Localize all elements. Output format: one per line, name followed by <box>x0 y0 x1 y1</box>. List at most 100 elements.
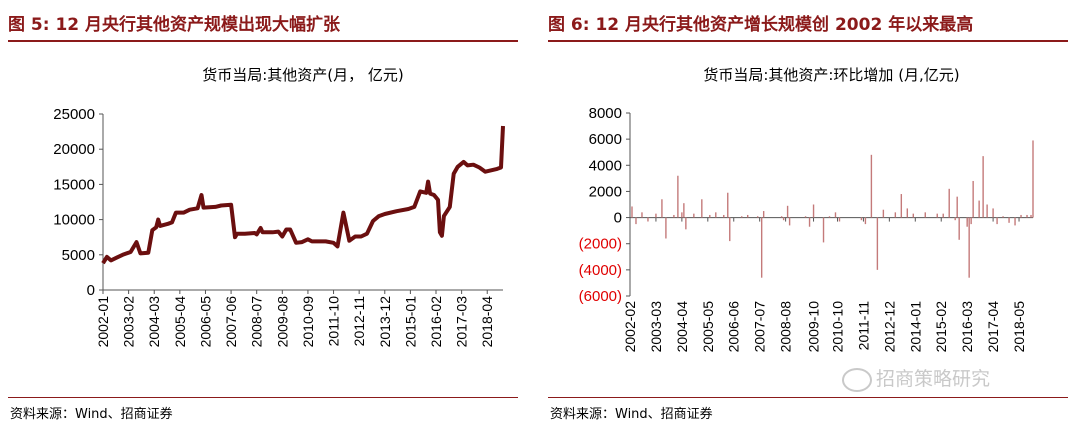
left-x-tick-label: 2013-12 <box>377 296 393 348</box>
right-figure-title: 图 6: 12 月央行其他资产增长规模创 2002 年以来最高 <box>548 15 974 35</box>
right-bar <box>647 217 649 222</box>
right-bar <box>870 154 873 218</box>
right-bar <box>760 217 763 278</box>
right-bar <box>631 206 633 218</box>
left-source: 资料来源：Wind、招商证券 <box>10 407 173 422</box>
right-bar <box>982 156 984 218</box>
left-y-tick-label: 10000 <box>53 212 95 229</box>
right-x-tick-label: 2005-05 <box>700 301 716 353</box>
left-x-tick-label: 2009-08 <box>274 296 290 348</box>
right-x-tick-label: 2002-02 <box>622 301 638 353</box>
right-x-tick-label: 2018-05 <box>1011 301 1027 353</box>
left-y-tick-label: 5000 <box>62 247 95 264</box>
right-x-tick-label: 2009-10 <box>806 301 822 353</box>
right-bar <box>673 214 675 218</box>
right-x-tick-label: 2007-07 <box>752 301 768 353</box>
right-bar <box>970 217 972 225</box>
left-panel: 图 5: 12 月央行其他资产规模出现大幅扩张 货币当局:其他资产(月， 亿元)… <box>0 0 530 426</box>
right-bar <box>1008 217 1010 223</box>
right-bar <box>693 213 695 218</box>
right-y-tick-label: (2000) <box>579 236 622 253</box>
left-x-tick-label: 2010-09 <box>300 296 316 348</box>
left-y-tick-label: 20000 <box>53 141 95 158</box>
left-x-tick-label: 2011-10 <box>326 296 342 347</box>
right-bar-chart: 货币当局:其他资产:环比增加 (月,亿元) (6000) (4000) (2000) 0… <box>579 66 1034 353</box>
right-x-tick-label: 2017-04 <box>985 301 1001 353</box>
right-bar <box>968 217 970 278</box>
right-bar <box>992 208 994 218</box>
right-bar <box>1030 214 1032 218</box>
right-source-rule <box>548 397 1068 398</box>
right-bar <box>756 216 759 218</box>
right-bar <box>906 208 909 218</box>
right-bar <box>635 217 637 225</box>
right-x-tick-label: 2010-10 <box>829 301 845 353</box>
right-bar <box>986 204 988 218</box>
right-bar <box>741 216 743 218</box>
left-x-tick-label: 2015-01 <box>402 296 418 348</box>
left-x-tick-label: 2012-11 <box>351 296 367 347</box>
left-x-tick-label: 2003-02 <box>121 296 137 348</box>
watermark-text: 招商策略研究 <box>876 368 991 390</box>
right-bar <box>715 212 717 218</box>
left-y-tick-label: 15000 <box>53 176 95 193</box>
right-bar <box>1002 216 1004 218</box>
right-y-tick-label: 8000 <box>589 105 622 122</box>
right-y-tick-label: (6000) <box>579 288 622 305</box>
right-bar <box>860 217 863 221</box>
left-source-rule <box>8 397 518 398</box>
left-figure-title: 图 5: 12 月央行其他资产规模出现大幅扩张 <box>8 15 341 35</box>
right-bar <box>786 205 789 218</box>
right-bar <box>661 199 663 218</box>
right-x-tick-label: 2016-03 <box>959 301 975 353</box>
left-y-tick-label: 0 <box>87 282 95 299</box>
right-bar <box>936 213 938 218</box>
left-series-line <box>101 125 505 265</box>
right-x-tick-label: 2003-03 <box>648 301 664 353</box>
right-bar <box>681 212 683 218</box>
right-bar <box>655 213 657 218</box>
right-bar <box>1026 214 1028 218</box>
right-y-tick-label: 2000 <box>589 183 622 200</box>
left-x-tick-label: 2006-05 <box>197 296 213 348</box>
right-x-tick-label: 2008-08 <box>778 301 794 353</box>
right-bar <box>966 217 968 227</box>
left-title-rule <box>8 40 518 42</box>
right-title-rule <box>548 40 1068 42</box>
wechat-icon <box>842 367 872 392</box>
watermark: 招商策略研究 <box>842 364 990 392</box>
right-bar <box>782 217 785 221</box>
right-bar <box>942 213 944 218</box>
right-bar <box>729 217 731 242</box>
left-x-tick-label: 2017-03 <box>454 296 470 348</box>
right-bar <box>1014 217 1016 226</box>
right-bar <box>641 212 643 218</box>
right-bar <box>780 216 783 218</box>
left-x-tick-label: 2016-02 <box>428 296 444 348</box>
right-x-tick-label: 2012-12 <box>881 301 897 353</box>
right-chart-title: 货币当局:其他资产:环比增加 (月,亿元) <box>703 66 959 84</box>
right-bar <box>677 175 679 218</box>
right-y-tick-label: 4000 <box>589 157 622 174</box>
right-y-tick-label: 6000 <box>589 131 622 148</box>
right-y-tick-label: (4000) <box>579 262 622 279</box>
right-bar <box>864 217 867 225</box>
right-bar <box>1032 140 1034 218</box>
left-x-tick-label: 2008-07 <box>249 296 265 348</box>
right-bar <box>972 180 974 218</box>
right-bar <box>978 200 980 218</box>
right-bar <box>747 214 749 218</box>
right-bar <box>948 188 950 218</box>
right-bar <box>701 199 703 218</box>
right-bar <box>912 213 914 218</box>
right-bar <box>709 214 711 218</box>
right-panel: 图 6: 12 月央行其他资产增长规模创 2002 年以来最高 货币当局:其他资… <box>540 0 1080 426</box>
left-x-tick-label: 2002-01 <box>95 296 111 348</box>
right-y-tick-label: 0 <box>614 210 622 227</box>
right-bar <box>683 203 685 218</box>
right-bar <box>762 211 765 218</box>
right-bar <box>727 192 729 218</box>
right-bar <box>723 214 725 218</box>
right-x-tick-label: 2004-04 <box>674 301 690 353</box>
right-x-tick-label: 2014-01 <box>907 301 923 353</box>
